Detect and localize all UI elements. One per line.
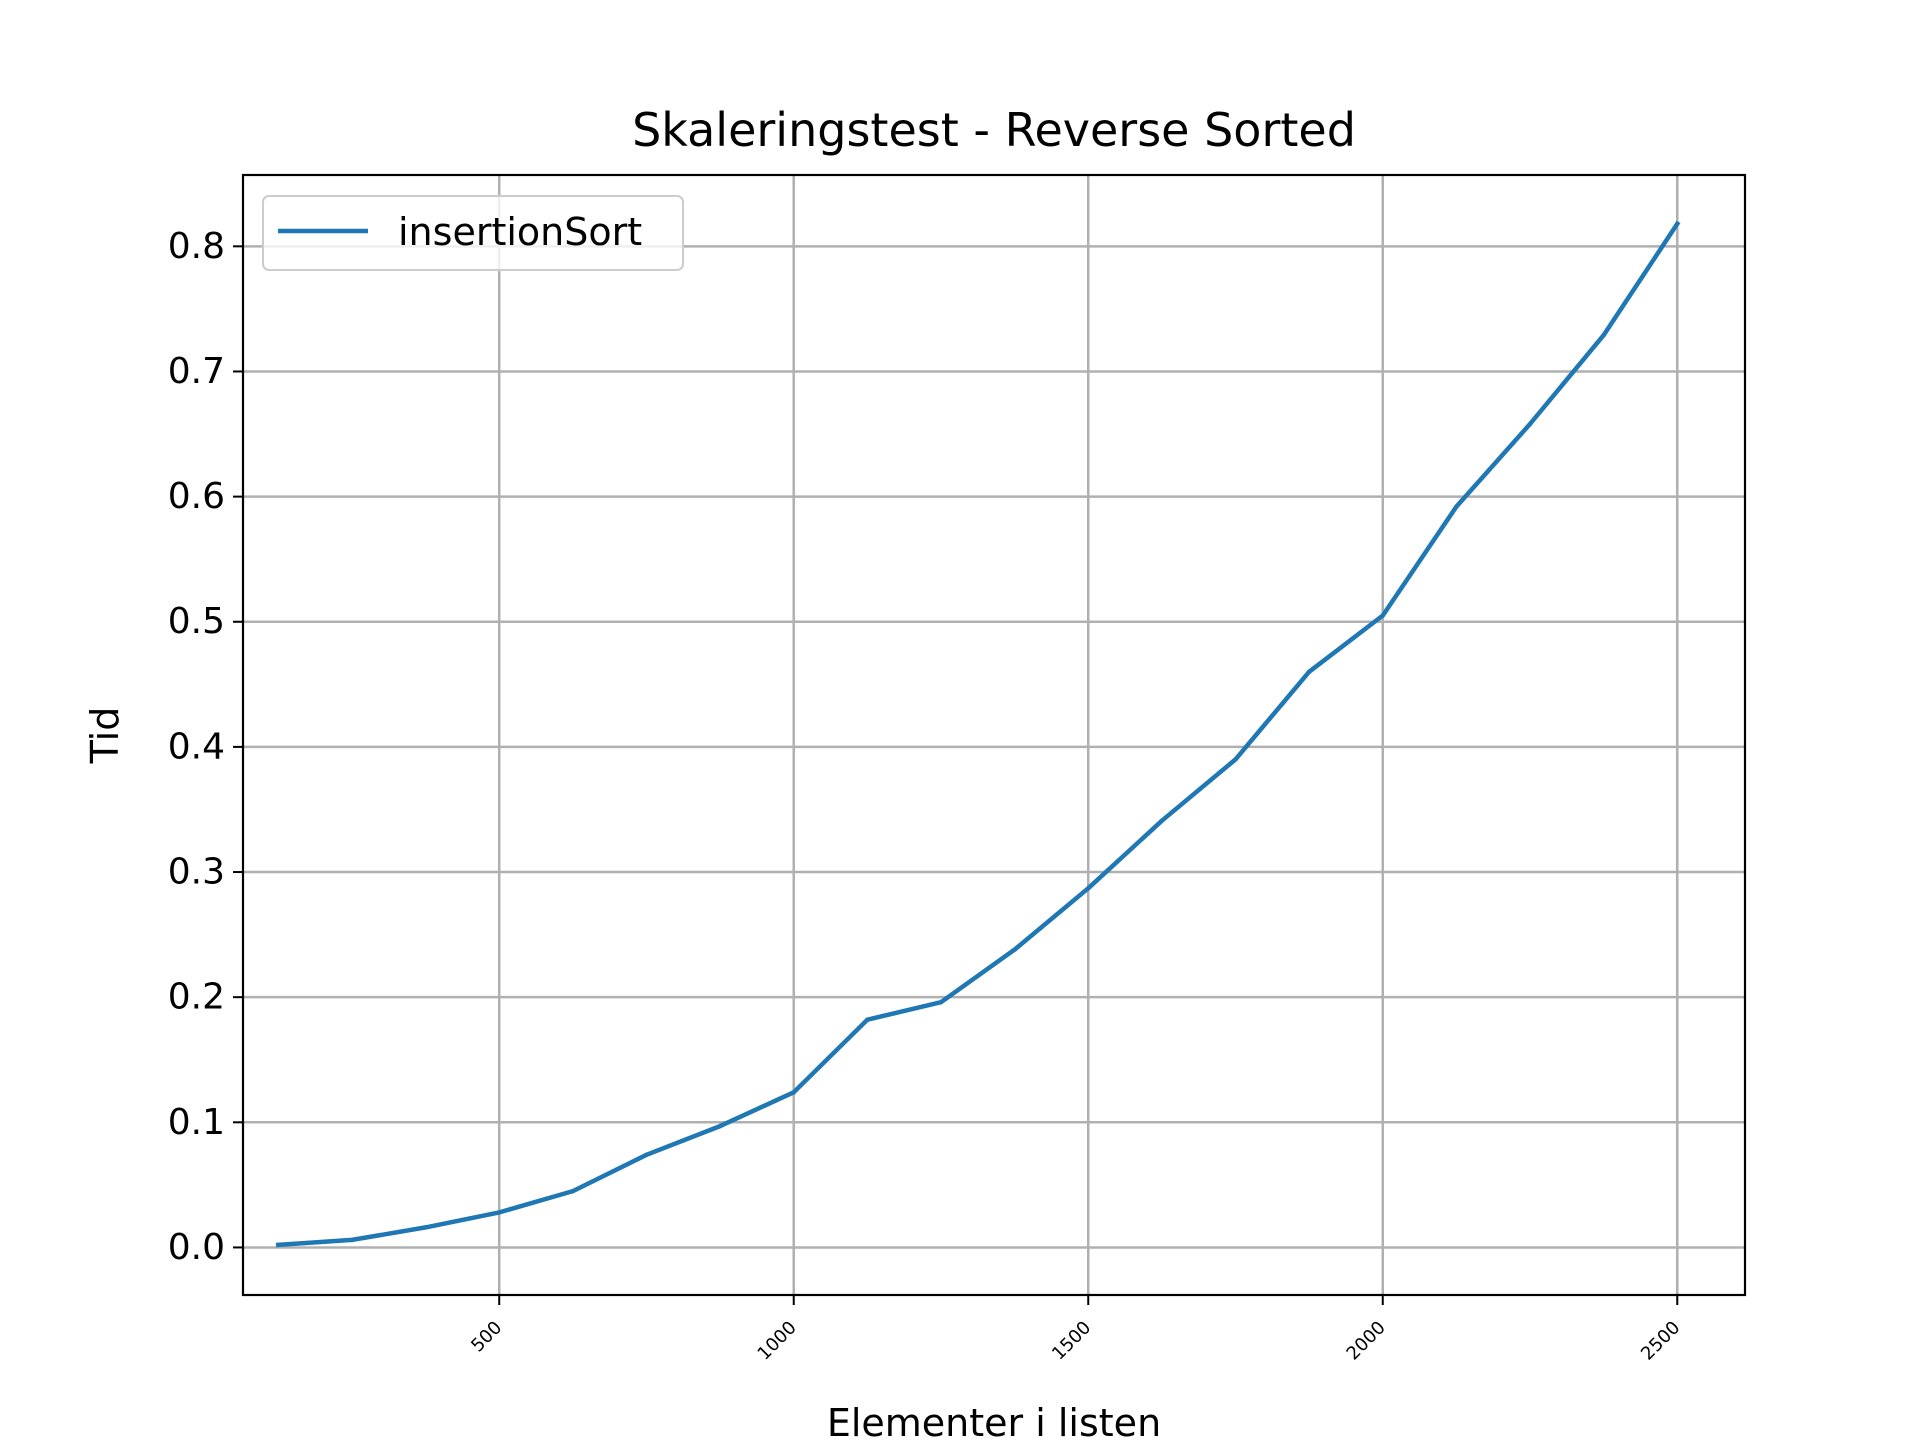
data-point: [1601, 332, 1606, 338]
chart-title: Skaleringstest - Reverse Sorted: [632, 103, 1356, 157]
series-layer: [275, 220, 1681, 1248]
legend-box: [262, 195, 684, 271]
y-tick-label: 0.6: [168, 476, 225, 517]
ticks: 500 1000 1500 2000 2500 0.0 0.1 0.2 0.3 0.4 0.5 0.6…: [168, 226, 1685, 1365]
data-point: [1233, 757, 1238, 762]
data-point: [1159, 818, 1165, 823]
y-tick-label: 0.2: [168, 977, 225, 1018]
data-point: [1454, 504, 1459, 509]
y-tick-label: 0.3: [168, 852, 225, 893]
data-point: [644, 1152, 649, 1158]
data-point: [276, 1242, 281, 1248]
y-tick-label: 0.4: [168, 726, 225, 767]
grid: [243, 175, 1745, 1295]
data-point: [791, 1090, 796, 1095]
data-point: [1675, 221, 1680, 227]
data-point: [570, 1188, 576, 1194]
data-point: [1012, 947, 1017, 952]
y-tick-label: 0.0: [168, 1227, 225, 1268]
y-tick-label: 0.1: [168, 1102, 225, 1143]
data-point: [1527, 421, 1533, 427]
plot-frame: [241, 173, 1747, 1297]
y-axis-label: Tid: [83, 707, 127, 765]
data-point: [938, 999, 944, 1005]
x-tick-label: 1500: [1048, 1317, 1095, 1364]
y-tick-label: 0.7: [168, 351, 225, 392]
data-point: [1085, 886, 1091, 891]
x-tick-label: 500: [467, 1317, 506, 1356]
data-point: [349, 1237, 355, 1243]
x-tick-label: 2000: [1343, 1317, 1390, 1364]
y-tick-label: 0.5: [168, 601, 225, 642]
data-point: [865, 1017, 870, 1022]
legend: insertionSort: [262, 195, 684, 271]
series-line-insertionSort: [275, 220, 1681, 1248]
legend-label: insertionSort: [398, 210, 642, 254]
y-tick-label: 0.8: [168, 226, 225, 267]
data-point: [717, 1123, 723, 1129]
data-point: [1380, 613, 1386, 618]
data-point: [1306, 669, 1312, 675]
data-point: [496, 1210, 502, 1215]
x-tick-label: 1000: [754, 1317, 801, 1364]
data-point: [423, 1225, 428, 1230]
x-tick-label: 2500: [1637, 1317, 1684, 1364]
x-axis-label: Elementer i listen: [827, 1401, 1161, 1440]
